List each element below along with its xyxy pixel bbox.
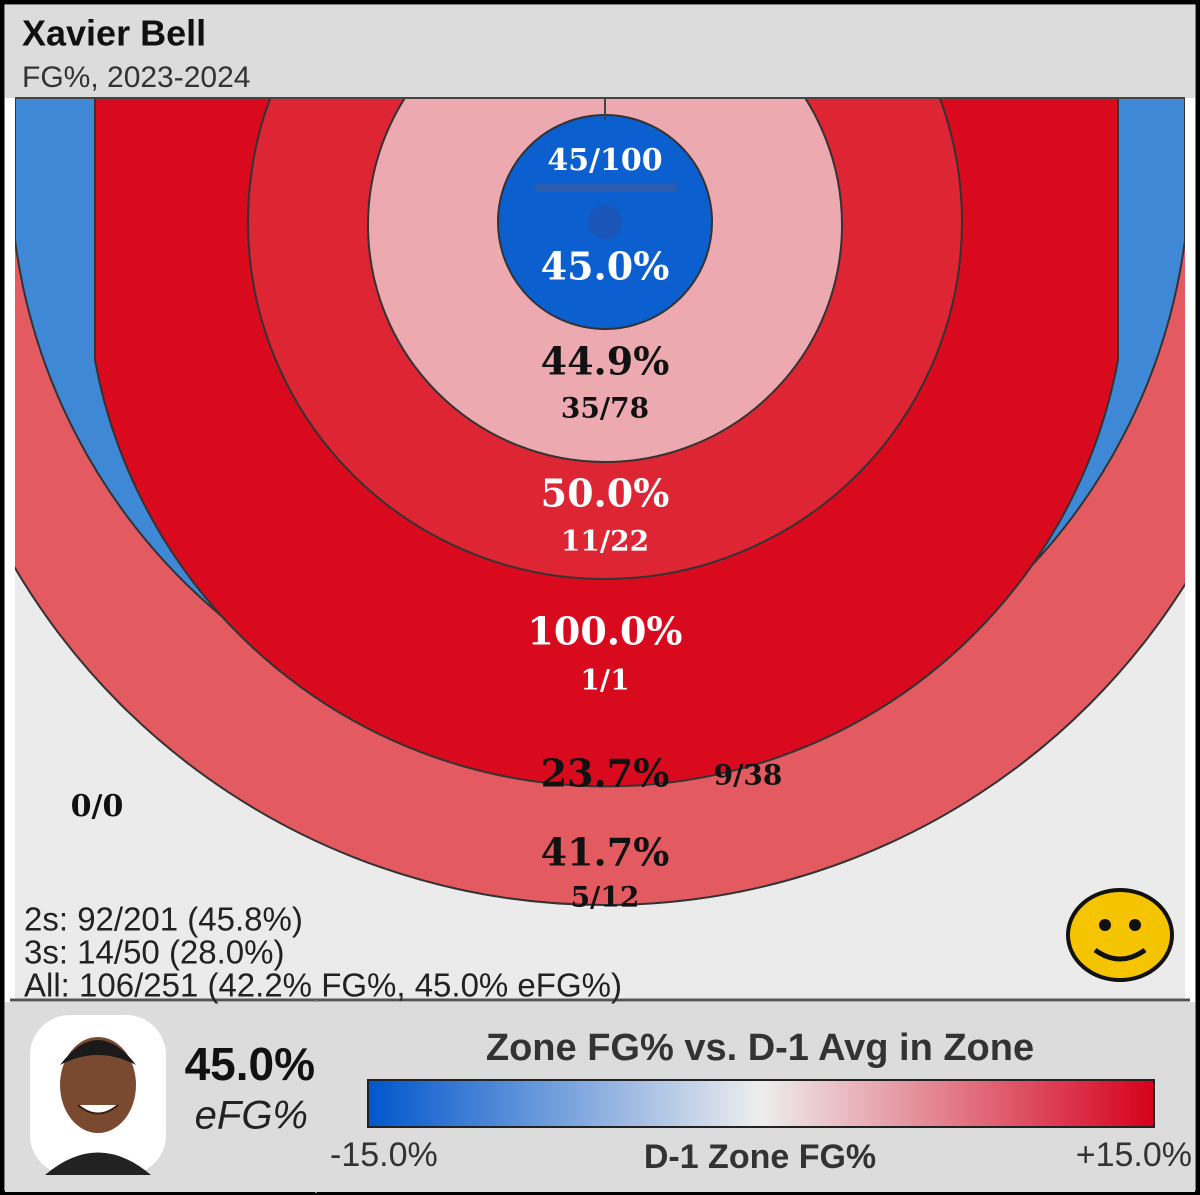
legend-max: +15.0% [1076, 1136, 1192, 1174]
player-name: Xavier Bell [22, 13, 206, 54]
efg-value: 45.0% [185, 1038, 315, 1090]
hoop [588, 205, 622, 239]
summary-line: 3s: 14/50 (28.0%) [24, 934, 285, 971]
zone-pct: 100.0% [527, 609, 682, 654]
season-subtitle: FG%, 2023-2024 [22, 61, 250, 94]
zone-pct: 44.9% [541, 339, 670, 384]
zone-pct: 45.0% [541, 244, 670, 289]
efg-label: eFG% [195, 1094, 308, 1138]
legend-min: -15.0% [330, 1136, 438, 1174]
zone-shots: 45/100 [547, 143, 662, 178]
zone-shots: 1/1 [580, 664, 629, 697]
zone-pct: 41.7% [541, 830, 670, 875]
zone-shots: 35/78 [561, 392, 649, 425]
corner-shots: 0/0 [71, 789, 124, 824]
legend-mid: D-1 Zone FG% [644, 1138, 876, 1176]
legend-title: Zone FG% vs. D-1 Avg in Zone [486, 1027, 1034, 1069]
zone-pct: 23.7% [541, 751, 670, 796]
legend-gradient [367, 1079, 1155, 1128]
zone-shots: 5/12 [571, 881, 640, 914]
player-photo [30, 1015, 166, 1175]
summary-line: 2s: 92/201 (45.8%) [24, 901, 303, 938]
zones [15, 98, 1185, 906]
header-band [5, 5, 1195, 98]
zone-shots: 9/38 [714, 759, 783, 792]
zone-pct: 50.0% [541, 471, 670, 516]
summary-line: All: 106/251 (42.2% FG%, 45.0% eFG%) [24, 967, 622, 1004]
team-logo [1066, 888, 1174, 982]
zone-shots: 11/22 [561, 525, 649, 558]
